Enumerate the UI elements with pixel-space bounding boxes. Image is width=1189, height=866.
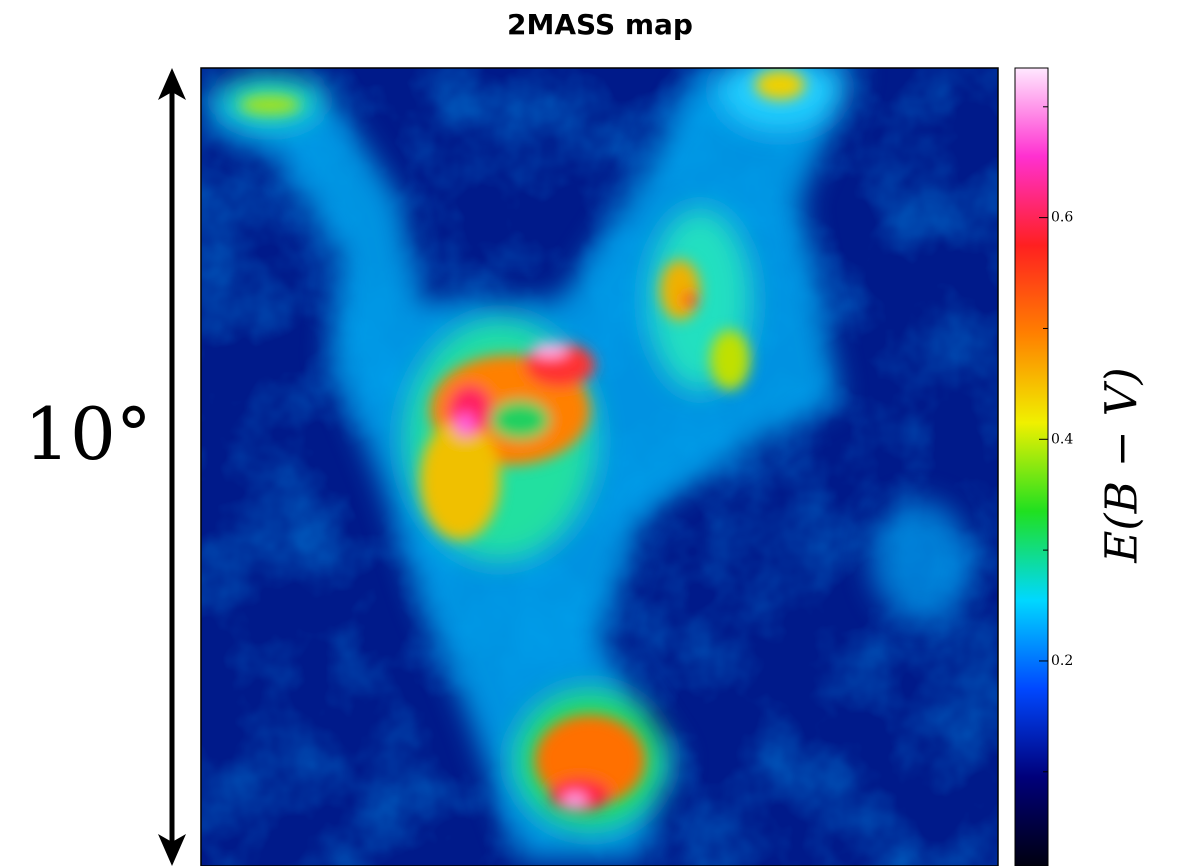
colorbar-tick-label: 0.4 (1051, 431, 1073, 447)
map-image (200, 50, 998, 866)
chart: 2MASS map (0, 0, 1189, 866)
chart-title: 2MASS map (507, 8, 693, 41)
scale-label: 10° (24, 392, 152, 476)
colorbar-tick-label: 0.6 (1051, 210, 1073, 226)
page: 2MASS map (0, 0, 1189, 866)
colorbar-label: E(B − V) (1097, 367, 1148, 563)
colorbar-tick-label: 0.2 (1051, 653, 1073, 669)
colorbar (1015, 68, 1048, 866)
